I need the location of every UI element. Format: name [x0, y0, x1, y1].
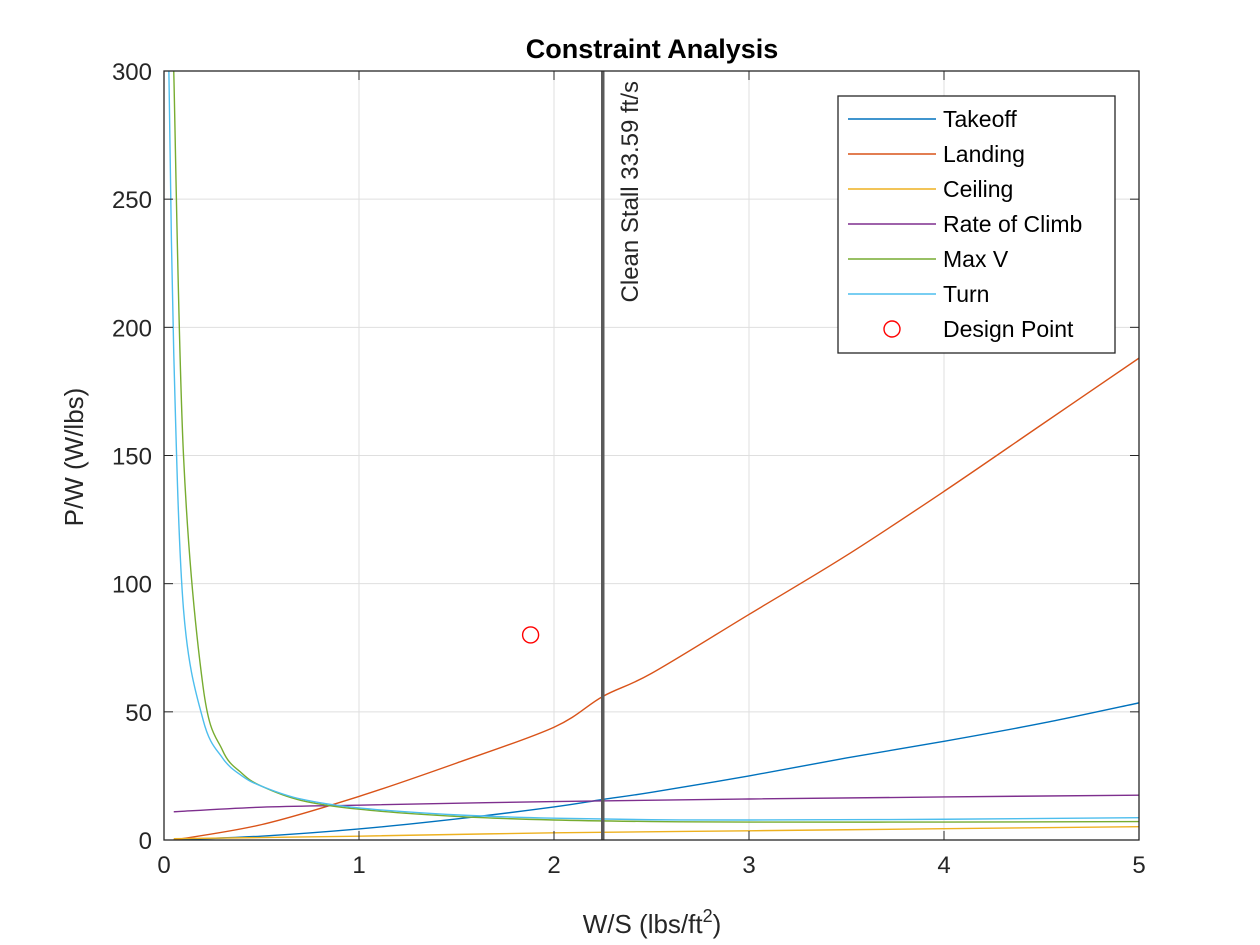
- legend-label-turn: Turn: [943, 281, 989, 307]
- x-axis-label-superscript: 2: [703, 906, 713, 926]
- legend-label-takeoff: Takeoff: [943, 106, 1017, 132]
- series-layer: [168, 71, 1139, 840]
- design-point-layer: [521, 626, 540, 644]
- y-tick-label: 200: [112, 315, 152, 342]
- series-line-landing: [173, 357, 1139, 840]
- series-line-max-v: [173, 71, 1139, 823]
- legend-label-design-point: Design Point: [943, 316, 1074, 342]
- series-line-rate-of-climb: [173, 794, 1139, 813]
- x-axis-label-main: W/S (lbs/ft: [583, 909, 704, 939]
- y-tick-label: 150: [112, 444, 152, 471]
- x-tick-label: 3: [742, 852, 755, 879]
- x-tick-label: 0: [157, 852, 170, 879]
- stall-line-layer: Clean Stall 33.59 ft/s: [601, 71, 644, 840]
- y-tick-label: 50: [125, 700, 152, 727]
- clean-stall-label: Clean Stall 33.59 ft/s: [617, 81, 644, 302]
- legend-label-max-v: Max V: [943, 246, 1009, 272]
- y-tick-label: 0: [139, 828, 152, 855]
- y-tick-label: 100: [112, 572, 152, 599]
- series-line-ceiling: [173, 825, 1139, 840]
- tick-marks: [163, 70, 1140, 841]
- x-axis-label-suffix: ): [713, 909, 722, 939]
- legend-label-ceiling: Ceiling: [943, 176, 1013, 202]
- design-point-marker: [521, 626, 540, 644]
- legend-label-rate-of-climb: Rate of Climb: [943, 211, 1082, 237]
- legend-label-landing: Landing: [943, 141, 1025, 167]
- chart-title: Constraint Analysis: [526, 34, 779, 64]
- x-tick-label: 1: [352, 852, 365, 879]
- series-line-turn: [168, 71, 1139, 821]
- legend: Takeoff Landing Ceiling Rate of Climb Max V T…: [837, 95, 1116, 354]
- series-line-takeoff: [173, 702, 1139, 840]
- x-tick-label: 4: [937, 852, 950, 879]
- legend-swatch-design-point: [883, 320, 901, 338]
- y-axis-label: P/W (W/lbs): [59, 388, 89, 527]
- x-tick-label: 2: [547, 852, 560, 879]
- y-tick-label: 250: [112, 187, 152, 214]
- x-axis-label: W/S (lbs/ft2): [583, 906, 722, 939]
- x-tick-label: 5: [1132, 852, 1145, 879]
- y-tick-label: 300: [112, 59, 152, 86]
